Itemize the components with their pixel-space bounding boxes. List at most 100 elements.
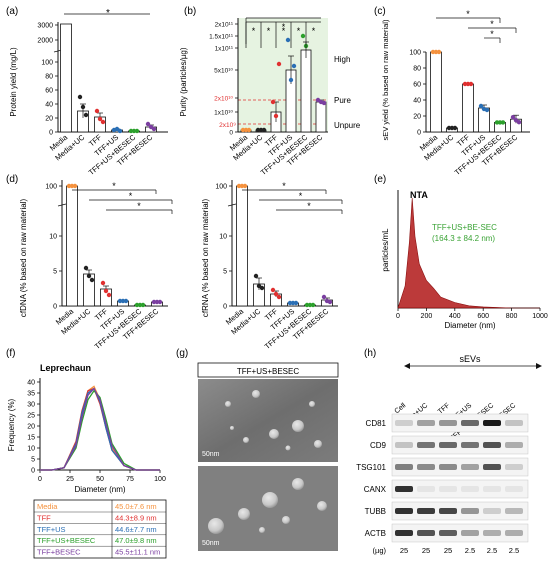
axis-break (57, 203, 67, 207)
xtick-label: 100 (154, 476, 166, 483)
size-table-name: TFF+US+BESEC (37, 536, 96, 545)
panel-d-label: (d) (6, 174, 18, 185)
blot-band (483, 530, 501, 536)
data-point (83, 112, 89, 118)
size-table-value: 45.5±11.1 nm (115, 548, 160, 557)
ytick-label: 10 (219, 234, 227, 241)
amount-value: 25 (400, 546, 408, 555)
ytick-label: 80 (45, 74, 53, 81)
blot-band (439, 530, 457, 536)
data-point (145, 121, 151, 127)
sig-star: * (137, 201, 141, 211)
panel-b-high-label: High (334, 55, 350, 64)
data-point (246, 127, 252, 133)
panel-c-bars (430, 49, 522, 133)
marker-label: TSG101 (356, 463, 386, 472)
bar (462, 83, 474, 133)
blot-band (483, 508, 501, 514)
marker-label: CANX (364, 485, 387, 494)
vesicle (225, 401, 231, 407)
ytick-label: 0 (229, 130, 233, 137)
ytick-label: 0 (417, 130, 421, 137)
data-point (516, 120, 522, 125)
ytick-label: 10 (27, 446, 35, 453)
marker-label: CD81 (366, 419, 387, 428)
blot-band (395, 508, 413, 514)
panel-d-rna-ylabel: cfRNA (% based on raw material) (201, 199, 210, 318)
panel-a-label: (a) (6, 6, 18, 17)
ytick-label: 2x10¹¹ (215, 22, 234, 29)
amount-value: 2.5 (509, 546, 519, 555)
data-point (80, 104, 86, 110)
tem-image-bottom (198, 466, 338, 551)
blot-band (417, 530, 435, 536)
amount-value: 2.5 (465, 546, 475, 555)
data-point (151, 126, 157, 132)
panel-g-scale1: 50nm (202, 451, 220, 458)
ytick-label: 0 (223, 304, 227, 311)
panel-c-yticks: 0 20 40 60 80 100 (409, 50, 426, 137)
blot-band (395, 486, 413, 492)
ytick-label: 2x10¹⁰ (214, 96, 233, 103)
data-point (94, 108, 100, 114)
panel-g-vesicles (208, 390, 327, 534)
blot-band (439, 420, 457, 426)
ytick-label: 40 (45, 102, 53, 109)
size-table-value: 45.0±7.6 nm (115, 502, 157, 511)
vesicle (292, 420, 304, 432)
amount-value: 2.5 (487, 546, 497, 555)
sig-star: * (282, 181, 286, 191)
data-point (157, 299, 163, 305)
panel-e-title: NTA (410, 190, 428, 200)
marker-label: ACTB (365, 529, 386, 538)
data-point (242, 183, 248, 189)
panel-h-blots: CD81 CD9 TSG101 CANX TUBB ACTB (356, 413, 529, 543)
vesicle (252, 390, 260, 398)
sig-star: * (112, 181, 116, 191)
xtick-label: 75 (126, 476, 134, 483)
xtick-label: 400 (449, 313, 461, 320)
sig-star: * (297, 26, 301, 36)
panel-d-dna-ylabel: cfDNA (% based on raw material) (19, 199, 28, 318)
ytick-label: 60 (413, 82, 421, 89)
sig-star: * (282, 26, 286, 36)
panel-b-label: (b) (184, 6, 196, 17)
ytick-label: 5x10¹⁰ (214, 68, 233, 75)
panel-f: (f) Leprechaun Frequency (%) 0 5 10 15 20 25 3… (6, 348, 167, 559)
panel-b-pure-label: Pure (334, 96, 351, 105)
blot-band (417, 464, 435, 470)
panel-f-label: (f) (6, 348, 15, 359)
blot-strip (391, 457, 529, 477)
blot-band (417, 420, 435, 426)
ytick-label: 35 (27, 391, 35, 398)
xtick-label: 25 (66, 476, 74, 483)
size-table-name: TFF+BESEC (37, 548, 81, 557)
blot-band (505, 530, 523, 536)
blot-band (395, 420, 413, 426)
panel-g-scale2: 50nm (202, 540, 220, 547)
amount-value: 25 (422, 546, 430, 555)
data-point (253, 273, 259, 279)
bar (430, 51, 442, 133)
ytick-label: 100 (409, 50, 421, 57)
panel-f-series (40, 385, 160, 471)
vesicle (238, 508, 250, 520)
vesicle (292, 478, 304, 490)
size-table-value: 44.6±7.7 nm (115, 525, 157, 534)
panel-h-sevs: sEVs (459, 354, 481, 364)
panel-c-sig: *** (436, 9, 517, 43)
ytick-label: 25 (27, 413, 35, 420)
lane-label: Cell (394, 402, 408, 415)
bar (315, 101, 327, 133)
blot-band (417, 508, 435, 514)
ytick-label: 60 (45, 88, 53, 95)
panel-f-xticks: 0 25 50 75 100 (38, 470, 166, 483)
panel-f-title: Leprechaun (40, 363, 91, 373)
data-point (510, 115, 516, 120)
panel-e-legend-size: (164.3 ± 84.2 nm) (432, 234, 495, 243)
data-point (100, 280, 106, 286)
ytick-label: 100 (41, 60, 53, 67)
xtick-label: 200 (421, 313, 433, 320)
bar (60, 23, 72, 133)
sig-star: * (307, 201, 311, 211)
